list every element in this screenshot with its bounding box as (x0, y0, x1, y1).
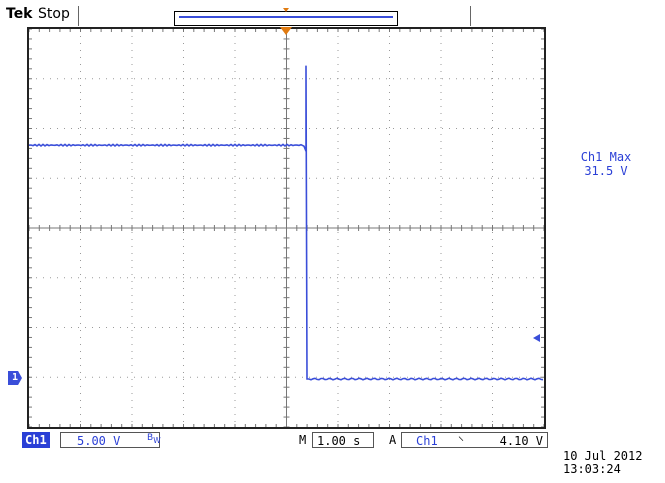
timebase-label: M (299, 433, 307, 447)
status-divider (470, 6, 471, 26)
record-view-window (179, 16, 393, 18)
date: 10 Jul 2012 (563, 449, 643, 463)
record-trigger-icon (283, 8, 289, 12)
trigger-position-icon (280, 27, 292, 35)
trigger-level-value: 4.10 V (499, 434, 543, 448)
volts-per-div-readout: 5.00 V (60, 432, 160, 448)
trigger-readout: Ch1 4.10 V (401, 432, 548, 448)
measurement-label: Ch1 Max (580, 150, 632, 164)
channel-badge: Ch1 (22, 432, 50, 448)
trigger-mode-label: A (389, 433, 397, 447)
time-per-div-value: 1.00 s (317, 434, 361, 448)
waveform-display (29, 29, 544, 427)
date-time: 10 Jul 2012 13:03:24 (563, 450, 663, 476)
measurement-value: 31.5 V (584, 164, 628, 178)
trigger-level-icon (533, 334, 540, 342)
trigger-source: Ch1 (416, 434, 438, 448)
acquisition-state: Stop (38, 6, 70, 22)
ch1-ground-marker-icon: 1 (8, 371, 22, 385)
graticule (27, 27, 546, 429)
ch1-trace (29, 65, 544, 381)
readout-bar: Ch1 5.00 V M 1.00 s A Ch1 4.10 V (0, 430, 665, 450)
measurement-readout: Ch1 Max 31.5 V (556, 150, 656, 178)
time-per-div-readout: 1.00 s (312, 432, 374, 448)
time: 13:03:24 (563, 462, 621, 476)
brand-logo: Tek (6, 6, 33, 22)
falling-edge-icon: ⸌ (458, 434, 465, 448)
bandwidth-limit-icon: BW (147, 433, 161, 445)
ch1-ground-label: 1 (11, 372, 19, 383)
record-view-bar (174, 11, 398, 26)
status-divider (78, 6, 79, 26)
status-bar: Tek Stop (0, 0, 665, 26)
volts-per-div-value: 5.00 V (77, 434, 121, 448)
